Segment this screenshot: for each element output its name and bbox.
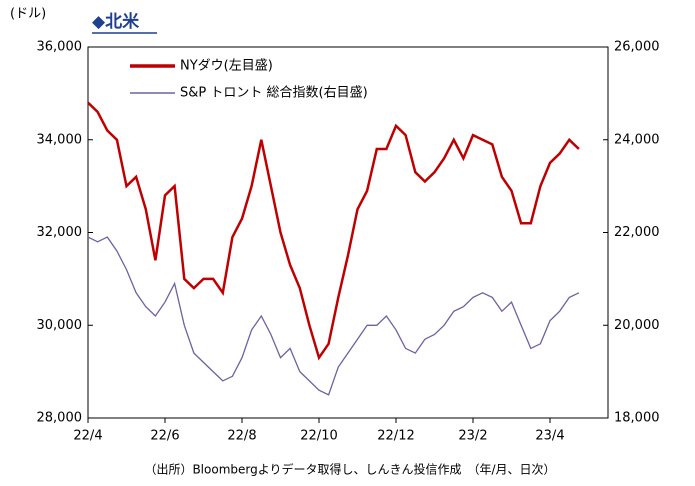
y2-tick-label: 18,000 <box>614 411 660 426</box>
series-line <box>87 236 580 396</box>
y-tick-label: 30,000 <box>37 318 83 333</box>
source-note: （出所）Bloombergよりデータ取得し、しんきん投信作成 （年/月、日次） <box>144 462 555 477</box>
y-tick-label: 34,000 <box>37 132 83 147</box>
y2-tick-label: 22,000 <box>614 225 660 240</box>
legend-label: NYダウ(左目盛) <box>180 59 273 74</box>
y-tick-label: 32,000 <box>37 225 83 240</box>
plot-frame <box>87 46 609 419</box>
y-unit: (ドル) <box>10 7 46 22</box>
series-line <box>87 101 580 361</box>
x-tick-label: 22/8 <box>227 429 256 444</box>
x-tick-label: 23/4 <box>535 429 564 444</box>
y2-tick-label: 20,000 <box>614 318 660 333</box>
x-tick-label: 22/4 <box>73 429 102 444</box>
y-tick-label: 36,000 <box>37 40 83 55</box>
y2-tick-label: 24,000 <box>614 132 660 147</box>
x-tick-label: 22/6 <box>150 429 179 444</box>
x-tick-label: 23/2 <box>458 429 487 444</box>
legend-label: S&P トロント 総合指数(右目盛) <box>180 86 368 101</box>
x-tick-label: 22/10 <box>300 429 337 444</box>
y-tick-label: 28,000 <box>37 411 83 426</box>
chart-title: ◆北米 <box>92 11 140 32</box>
y2-tick-label: 26,000 <box>614 40 660 55</box>
x-tick-label: 22/12 <box>377 429 414 444</box>
